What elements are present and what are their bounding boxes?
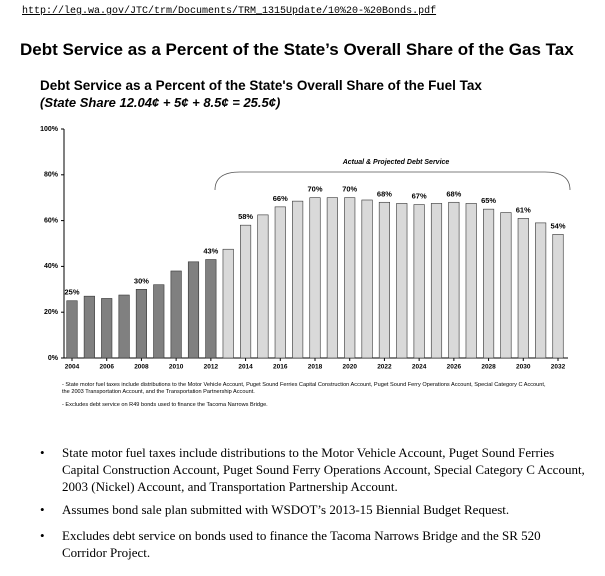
bar xyxy=(292,200,304,359)
bar xyxy=(361,199,373,359)
bar xyxy=(483,208,495,359)
bar xyxy=(240,224,252,359)
bar xyxy=(396,203,408,359)
x-tick-label: 2016 xyxy=(273,364,288,371)
source-url: http://leg.wa.gov/JTC/trm/Documents/TRM_… xyxy=(22,6,437,17)
bar xyxy=(187,261,200,359)
chart-subtitle: (State Share 12.04¢ + 5¢ + 8.5¢ = 25.5¢) xyxy=(40,95,281,110)
value-label: 43% xyxy=(203,247,218,256)
heading: Debt Service as a Percent of the State’s… xyxy=(20,40,574,59)
bar xyxy=(274,206,286,359)
chart-note: - Excludes debt service on R49 bonds use… xyxy=(62,402,268,408)
bar xyxy=(552,234,564,359)
x-tick-label: 2010 xyxy=(169,364,184,371)
x-tick-label: 2024 xyxy=(412,364,427,371)
bar xyxy=(517,218,529,359)
bar xyxy=(465,203,477,359)
x-tick-label: 2018 xyxy=(308,364,323,371)
chart-note: - State motor fuel taxes include distrib… xyxy=(62,382,546,395)
bar xyxy=(344,197,356,359)
chart-title: Debt Service as a Percent of the State's… xyxy=(40,78,482,93)
bar xyxy=(257,214,269,359)
value-label: 54% xyxy=(550,221,565,230)
bar xyxy=(205,259,217,359)
value-label: 61% xyxy=(516,205,531,214)
y-tick-label: 20% xyxy=(44,309,59,316)
y-tick-label: 40% xyxy=(44,263,59,270)
x-tick-label: 2006 xyxy=(99,364,114,371)
x-tick-label: 2014 xyxy=(238,364,253,371)
x-tick-label: 2004 xyxy=(65,364,80,371)
bar xyxy=(448,201,460,359)
bar xyxy=(430,203,443,359)
x-tick-label: 2026 xyxy=(447,364,462,371)
y-tick-label: 60% xyxy=(44,217,59,224)
value-label: 70% xyxy=(307,185,322,194)
bar xyxy=(135,288,147,359)
bar xyxy=(83,295,95,359)
bar xyxy=(378,201,390,359)
bar xyxy=(222,248,234,359)
x-tick-label: 2028 xyxy=(481,364,496,371)
value-label: 68% xyxy=(446,189,461,198)
bar xyxy=(118,294,130,359)
bar xyxy=(66,300,78,359)
bar xyxy=(413,204,425,359)
value-label: 66% xyxy=(273,194,288,203)
x-tick-label: 2022 xyxy=(377,364,392,371)
bar xyxy=(326,197,338,359)
value-label: 70% xyxy=(342,185,357,194)
value-label: 58% xyxy=(238,212,253,221)
bullet-item: Excludes debt service on bonds used to f… xyxy=(40,527,585,561)
x-tick-label: 2030 xyxy=(516,364,531,371)
bar xyxy=(535,222,547,359)
value-label: 68% xyxy=(377,189,392,198)
bar xyxy=(170,270,182,359)
value-label: 25% xyxy=(64,288,79,297)
bar xyxy=(500,212,512,359)
x-tick-label: 2008 xyxy=(134,364,149,371)
annotation-bracket xyxy=(214,171,571,191)
y-tick-label: 100% xyxy=(40,126,59,133)
x-tick-label: 2032 xyxy=(551,364,566,371)
value-label: 30% xyxy=(134,276,149,285)
bar xyxy=(309,197,321,359)
annotation: Actual & Projected Debt Service xyxy=(342,159,450,166)
bullet-item: State motor fuel taxes include distribut… xyxy=(40,444,585,495)
bar xyxy=(153,284,165,359)
bullet-item: Assumes bond sale plan submitted with WS… xyxy=(40,501,585,518)
bar xyxy=(101,298,113,359)
x-tick-label: 2012 xyxy=(204,364,219,371)
y-tick-label: 80% xyxy=(44,172,59,179)
y-tick-label: 0% xyxy=(48,355,59,362)
value-label: 65% xyxy=(481,196,496,205)
value-label: 67% xyxy=(412,192,427,201)
x-tick-label: 2020 xyxy=(342,364,357,371)
